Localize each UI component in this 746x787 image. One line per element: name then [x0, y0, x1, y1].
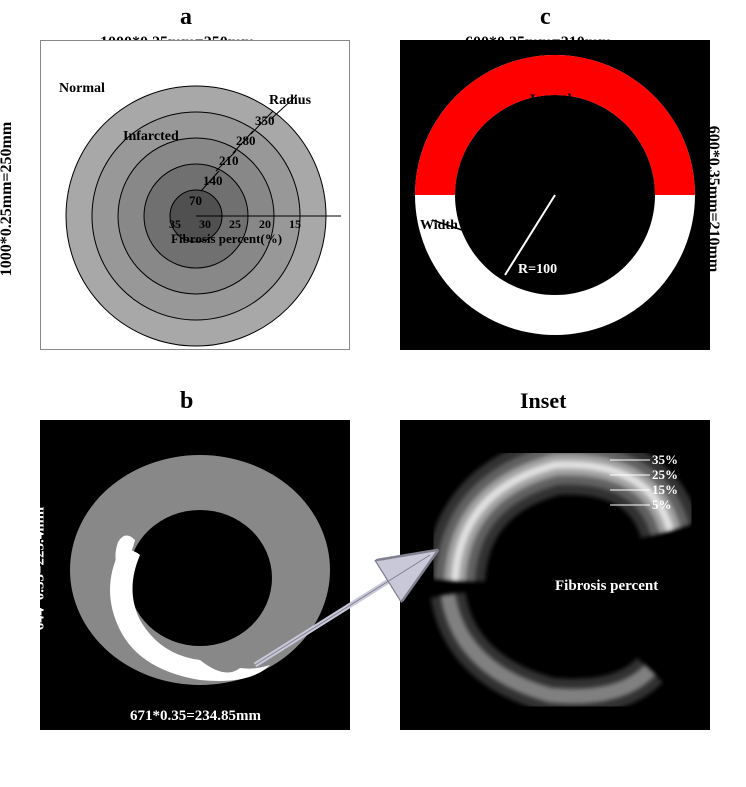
- panel-a-label: a: [180, 4, 192, 31]
- panel-c-label: c: [540, 4, 551, 31]
- panel-c-svg: [400, 40, 710, 350]
- infarcted-label: Infarcted: [123, 129, 179, 145]
- panel-b-bottom-dim-inside: 671*0.35=234.85mm: [130, 708, 261, 725]
- normal-label: Normal: [59, 81, 105, 97]
- lvl-5: 5%: [652, 497, 672, 513]
- panel-b-svg: [40, 420, 350, 730]
- radius-label: Radius: [269, 93, 311, 109]
- fv-35: 35: [169, 217, 181, 232]
- panel-a-left-dim: 1000*0.25mm=250mm: [0, 122, 16, 276]
- fv-15: 15: [289, 217, 301, 232]
- rv-280: 280: [236, 133, 256, 149]
- fv-20: 20: [259, 217, 271, 232]
- lvl-25: 25%: [652, 467, 678, 483]
- lvl-15: 15%: [652, 482, 678, 498]
- panel-b-label: b: [180, 388, 193, 415]
- fibrosis-label-inset: Fibrosis percent: [555, 578, 658, 595]
- length-label: Length: [530, 92, 576, 109]
- rv-70: 70: [189, 193, 202, 209]
- r-label: R=100: [518, 262, 557, 278]
- panel-a: Normal Radius Infarcted 350 280 210 140 …: [40, 40, 350, 350]
- panel-inset: 35% 25% 15% 5% Fibrosis percent: [400, 420, 710, 730]
- panel-b: [40, 420, 350, 730]
- width-label: Width: [420, 218, 458, 234]
- rv-140: 140: [203, 173, 223, 189]
- panel-inset-label: Inset: [520, 388, 566, 414]
- fibrosis-label-a: Fibrosis percent(%): [171, 231, 282, 247]
- panel-b-left-dim-inside: 644*0.35=225.4mm: [31, 507, 48, 631]
- displacement-label: Displacement: [492, 158, 573, 174]
- lvl-35: 35%: [652, 452, 678, 468]
- rv-350: 350: [255, 113, 275, 129]
- rv-210: 210: [219, 153, 239, 169]
- fv-30: 30: [199, 217, 211, 232]
- panel-c: Length Displacement Width R=100: [400, 40, 710, 350]
- fv-25: 25: [229, 217, 241, 232]
